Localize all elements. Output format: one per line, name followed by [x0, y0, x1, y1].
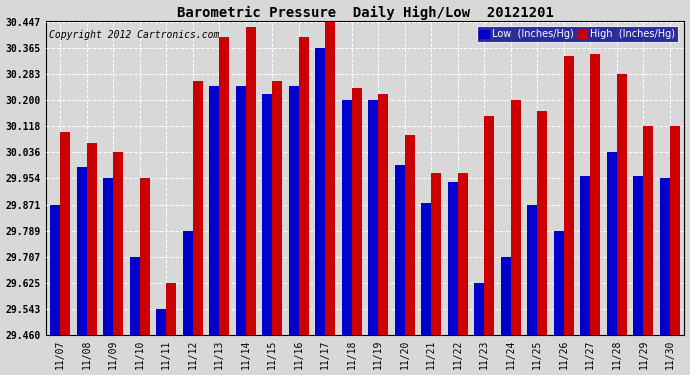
Bar: [77, 167, 87, 335]
Bar: [130, 257, 140, 335]
Bar: [156, 309, 166, 335]
Bar: [591, 54, 600, 335]
Bar: [607, 152, 617, 335]
Bar: [50, 205, 60, 335]
Bar: [405, 135, 415, 335]
Bar: [193, 81, 203, 335]
Bar: [448, 182, 458, 335]
Bar: [288, 86, 299, 335]
Bar: [633, 177, 643, 335]
Bar: [352, 87, 362, 335]
Bar: [660, 178, 670, 335]
Bar: [262, 94, 273, 335]
Bar: [368, 100, 378, 335]
Bar: [422, 203, 431, 335]
Bar: [431, 173, 442, 335]
Bar: [273, 81, 282, 335]
Bar: [617, 74, 627, 335]
Bar: [501, 257, 511, 335]
Bar: [580, 177, 591, 335]
Bar: [104, 178, 113, 335]
Bar: [325, 22, 335, 335]
Bar: [236, 86, 246, 335]
Bar: [113, 152, 124, 335]
Title: Barometric Pressure  Daily High/Low  20121201: Barometric Pressure Daily High/Low 20121…: [177, 6, 553, 20]
Bar: [643, 126, 653, 335]
Bar: [458, 173, 468, 335]
Bar: [315, 48, 325, 335]
Bar: [474, 283, 484, 335]
Bar: [60, 132, 70, 335]
Bar: [166, 283, 177, 335]
Text: Copyright 2012 Cartronics.com: Copyright 2012 Cartronics.com: [49, 30, 219, 40]
Bar: [554, 231, 564, 335]
Bar: [378, 94, 388, 335]
Bar: [670, 126, 680, 335]
Bar: [87, 143, 97, 335]
Bar: [484, 116, 495, 335]
Bar: [219, 37, 229, 335]
Bar: [183, 231, 193, 335]
Bar: [342, 100, 352, 335]
Bar: [527, 205, 538, 335]
Bar: [511, 100, 521, 335]
Bar: [299, 37, 309, 335]
Bar: [140, 178, 150, 335]
Bar: [246, 27, 256, 335]
Bar: [538, 111, 547, 335]
Bar: [564, 56, 574, 335]
Bar: [395, 165, 405, 335]
Bar: [209, 86, 219, 335]
Legend: Low  (Inches/Hg), High  (Inches/Hg): Low (Inches/Hg), High (Inches/Hg): [477, 26, 678, 42]
